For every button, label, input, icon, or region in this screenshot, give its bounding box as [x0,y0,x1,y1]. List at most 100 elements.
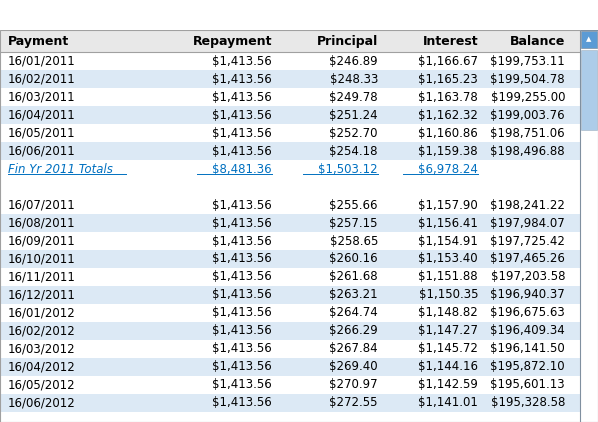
Text: $1,156.41: $1,156.41 [418,216,478,230]
Text: 16/06/2011: 16/06/2011 [8,144,76,157]
Text: 16/01/2012: 16/01/2012 [8,306,76,319]
Text: $195,601.13: $195,601.13 [490,379,565,392]
Text: $1,163.78: $1,163.78 [418,90,478,103]
Text: $199,504.78: $199,504.78 [490,73,565,86]
Bar [0,232,580,250]
Text: $1,413.56: $1,413.56 [212,216,272,230]
Text: $196,409.34: $196,409.34 [490,325,565,338]
Text: $1,413.56: $1,413.56 [212,144,272,157]
Text: $1,153.40: $1,153.40 [419,252,478,265]
Text: 16/01/2011: 16/01/2011 [8,54,76,68]
Text: 16/02/2011: 16/02/2011 [8,73,76,86]
Text: $1,159.38: $1,159.38 [419,144,478,157]
Bar [581,31,597,48]
Text: Fin Yr 2011 Totals: Fin Yr 2011 Totals [8,162,113,176]
Text: Repayment: Repayment [193,35,272,48]
Text: 16/06/2012: 16/06/2012 [8,397,76,409]
Bar [0,124,580,142]
Bar [0,52,580,70]
Bar [0,30,580,52]
Text: $266.29: $266.29 [329,325,378,338]
Text: $1,413.56: $1,413.56 [212,127,272,140]
Text: $1,413.56: $1,413.56 [212,252,272,265]
Bar [0,142,580,160]
Text: $1,413.56: $1,413.56 [212,198,272,211]
Bar [0,286,580,304]
Text: $199,255.00: $199,255.00 [490,90,565,103]
Text: $251.24: $251.24 [329,108,378,122]
Text: −: − [565,10,576,24]
Text: $1,151.88: $1,151.88 [419,271,478,284]
Text: $1,413.56: $1,413.56 [212,325,272,338]
Text: 16/05/2011: 16/05/2011 [8,127,75,140]
Text: $1,162.32: $1,162.32 [418,108,478,122]
Text: $1,413.56: $1,413.56 [212,289,272,301]
Text: $197,984.07: $197,984.07 [490,216,565,230]
Text: $8,481.36: $8,481.36 [212,162,272,176]
Text: $198,241.22: $198,241.22 [490,198,565,211]
Bar [0,340,580,358]
Text: $195,328.58: $195,328.58 [490,397,565,409]
Text: $197,465.26: $197,465.26 [490,252,565,265]
Text: 16/12/2011: 16/12/2011 [8,289,76,301]
Text: $1,413.56: $1,413.56 [212,73,272,86]
Text: $196,940.37: $196,940.37 [490,289,565,301]
Text: $255.66: $255.66 [329,198,378,211]
Bar [0,196,580,214]
Text: 16/09/2011: 16/09/2011 [8,235,76,247]
Text: Principal: Principal [317,35,378,48]
Bar [0,268,580,286]
Text: Interest: Interest [422,35,478,48]
Text: 16/08/2011: 16/08/2011 [8,216,75,230]
Text: 16/02/2012: 16/02/2012 [8,325,76,338]
Bar [0,88,580,106]
Text: Payment: Payment [8,35,69,48]
Bar [0,70,580,88]
Text: $1,413.56: $1,413.56 [212,108,272,122]
Bar [0,250,580,268]
Text: $261.68: $261.68 [329,271,378,284]
Text: 16/03/2012: 16/03/2012 [8,343,75,355]
Text: $1,503.12: $1,503.12 [318,162,378,176]
Bar [0,214,580,232]
Text: $1,413.56: $1,413.56 [212,343,272,355]
Bar [581,50,597,130]
Text: $1,413.56: $1,413.56 [212,54,272,68]
Text: $264.74: $264.74 [329,306,378,319]
Text: 16/11/2011: 16/11/2011 [8,271,76,284]
Text: $198,496.88: $198,496.88 [490,144,565,157]
Text: $199,753.11: $199,753.11 [490,54,565,68]
Text: $199,003.76: $199,003.76 [490,108,565,122]
Text: $195,872.10: $195,872.10 [490,360,565,373]
Text: $1,154.91: $1,154.91 [418,235,478,247]
Text: $1,413.56: $1,413.56 [212,397,272,409]
Text: $198,751.06: $198,751.06 [490,127,565,140]
Text: $1,413.56: $1,413.56 [212,235,272,247]
Text: $1,165.23: $1,165.23 [418,73,478,86]
Text: $1,160.86: $1,160.86 [418,127,478,140]
Text: $269.40: $269.40 [329,360,378,373]
Text: $263.21: $263.21 [329,289,378,301]
Text: $1,413.56: $1,413.56 [212,360,272,373]
Text: 16/05/2012: 16/05/2012 [8,379,75,392]
Text: $1,150.35: $1,150.35 [419,289,478,301]
Text: $249.78: $249.78 [329,90,378,103]
Text: $257.15: $257.15 [329,216,378,230]
Text: $1,144.16: $1,144.16 [418,360,478,373]
Text: $197,725.42: $197,725.42 [490,235,565,247]
Bar [0,322,580,340]
Text: $1,157.90: $1,157.90 [418,198,478,211]
Text: $1,413.56: $1,413.56 [212,379,272,392]
Text: $1,145.72: $1,145.72 [418,343,478,355]
Text: $1,142.59: $1,142.59 [418,379,478,392]
Text: 16/10/2011: 16/10/2011 [8,252,76,265]
Bar [0,394,580,412]
Text: $252.70: $252.70 [329,127,378,140]
Bar [0,358,580,376]
Text: $1,148.82: $1,148.82 [418,306,478,319]
Text: 16/03/2011: 16/03/2011 [8,90,75,103]
Text: Balance: Balance [509,35,565,48]
Text: $270.97: $270.97 [329,379,378,392]
Text: $267.84: $267.84 [329,343,378,355]
Text: $6,978.24: $6,978.24 [418,162,478,176]
